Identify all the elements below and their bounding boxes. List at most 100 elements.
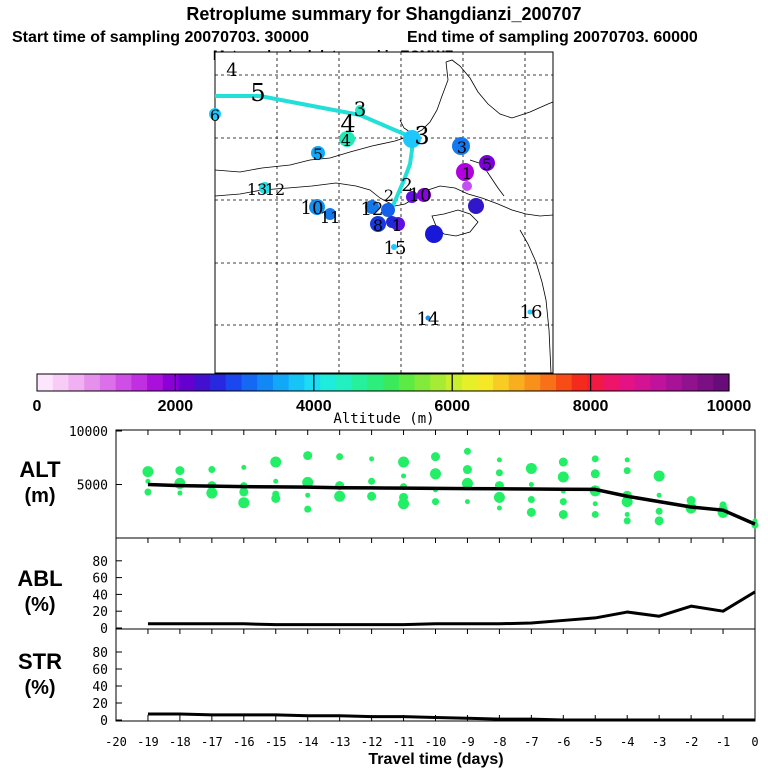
plume-dot — [386, 216, 398, 228]
alt-scatter-point — [208, 466, 216, 474]
y-tick-label: 40 — [92, 588, 108, 603]
alt-scatter-point — [461, 477, 473, 489]
x-tick-label: -19 — [137, 735, 159, 749]
y-tick-label: 40 — [92, 680, 108, 695]
x-tick-label: -16 — [233, 735, 255, 749]
y-tick-label: 60 — [92, 572, 108, 587]
plume-day-label: 3 — [457, 138, 467, 157]
alt-mean-line — [147, 482, 756, 526]
alt-scatter-point — [144, 488, 152, 496]
colorbar-tick-label: 8000 — [573, 398, 609, 415]
alt-scatter-point — [526, 507, 536, 517]
colorbar-cell — [697, 374, 714, 391]
x-tick-label: -10 — [425, 735, 447, 749]
str-panel: 80 60 40 20 0 — [92, 646, 755, 729]
plume-dot — [527, 309, 533, 315]
alt-scatter-point — [145, 478, 151, 484]
colorbar-cell — [571, 374, 589, 391]
str-panel-unit: (%) — [24, 677, 55, 699]
plume-day-label: 12 — [361, 199, 384, 220]
x-tick-label: -7 — [524, 735, 538, 749]
alt-scatter-point — [271, 493, 281, 503]
alt-scatter-point — [142, 466, 154, 478]
altitude-colorbar: 0 2000 4000 6000 8000 10000 Altitude (m) — [33, 373, 751, 427]
plume-day-label: 2 — [401, 175, 412, 196]
y-tick-label: 20 — [92, 605, 108, 620]
x-tick-label: -2 — [684, 735, 698, 749]
plume-day-label: 10 — [409, 185, 432, 206]
colorbar-cell — [713, 374, 730, 391]
alt-scatter-point — [654, 516, 664, 526]
x-tick-label: -15 — [265, 735, 287, 749]
plume-dot — [425, 315, 431, 321]
colorbar-cell — [335, 374, 353, 391]
plume-day-label: 4 — [340, 110, 355, 138]
plume-day-label: 3 — [354, 97, 367, 121]
alt-scatter-point — [305, 492, 311, 498]
plume-day-label: 14 — [417, 309, 440, 330]
plume-dot — [403, 130, 421, 148]
plume-dot — [479, 155, 495, 171]
plume-day-label: 5 — [313, 145, 323, 164]
alt-scatter-point — [624, 511, 630, 517]
alt-scatter-point — [623, 467, 631, 475]
alt-scatter-point — [398, 498, 410, 510]
abl-panel-unit: (%) — [24, 594, 55, 616]
plume-dot — [309, 199, 325, 215]
colorbar-cell — [147, 374, 164, 391]
colorbar-cell — [131, 374, 148, 391]
colorbar-cell — [650, 374, 667, 391]
alt-scatter-point — [686, 496, 696, 506]
colorbar-label: Altitude (m) — [333, 411, 434, 427]
plume-dot — [381, 203, 395, 217]
alt-scatter-point — [304, 505, 312, 513]
colorbar-tick-label: 0 — [33, 398, 42, 415]
x-tick-label: -5 — [588, 735, 602, 749]
alt-scatter-point — [238, 497, 250, 509]
alt-scatter-point — [302, 476, 314, 488]
alt-scatter-point — [303, 451, 313, 461]
x-tick-label: -18 — [169, 735, 191, 749]
chart-title: Retroplume summary for Shangdianzi_20070… — [186, 4, 581, 24]
str-panel-line — [147, 712, 755, 722]
colorbar-cell — [445, 374, 463, 391]
colorbar-cell — [257, 374, 274, 391]
alt-panel-label: ALT — [19, 457, 61, 482]
plume-dot — [355, 105, 365, 115]
x-tick-label: -9 — [460, 735, 474, 749]
alt-scatter-point — [688, 508, 694, 514]
x-axis-label: Travel time (days) — [368, 751, 503, 768]
colorbar-cell — [587, 374, 604, 391]
retroplume-dots — [209, 105, 533, 321]
abl-panel-line — [147, 590, 756, 627]
alt-scatter-point — [270, 456, 282, 468]
abl-panel-label: ABL — [17, 566, 62, 591]
alt-scatter-point — [334, 490, 346, 502]
colorbar-cell — [508, 374, 526, 391]
alt-scatter-point — [241, 464, 247, 470]
colorbar-cell — [524, 374, 541, 391]
alt-scatter-point — [591, 455, 599, 463]
colorbar-cell — [304, 374, 321, 391]
str-panel-label: STR — [18, 649, 62, 674]
plume-day-label: 2 — [384, 186, 394, 205]
colorbar-cell — [68, 374, 85, 391]
alt-scatter-point — [398, 456, 410, 468]
alt-scatter-point — [496, 457, 502, 463]
plume-day-label: 4 — [341, 131, 351, 150]
colorbar-cell — [272, 374, 290, 391]
colorbar-tick-label: 4000 — [296, 398, 332, 415]
colorbar-cell — [210, 374, 227, 391]
plume-day-label: 13 — [247, 180, 267, 199]
plume-dot — [311, 146, 325, 160]
plume-day-label: 11 — [320, 208, 340, 227]
colorbar-cell — [540, 374, 557, 391]
colorbar-cell — [681, 374, 699, 391]
plume-dot — [209, 108, 221, 120]
plume-dot — [456, 163, 474, 181]
x-tick-label: -3 — [652, 735, 666, 749]
plume-day-label: 3 — [414, 122, 429, 150]
